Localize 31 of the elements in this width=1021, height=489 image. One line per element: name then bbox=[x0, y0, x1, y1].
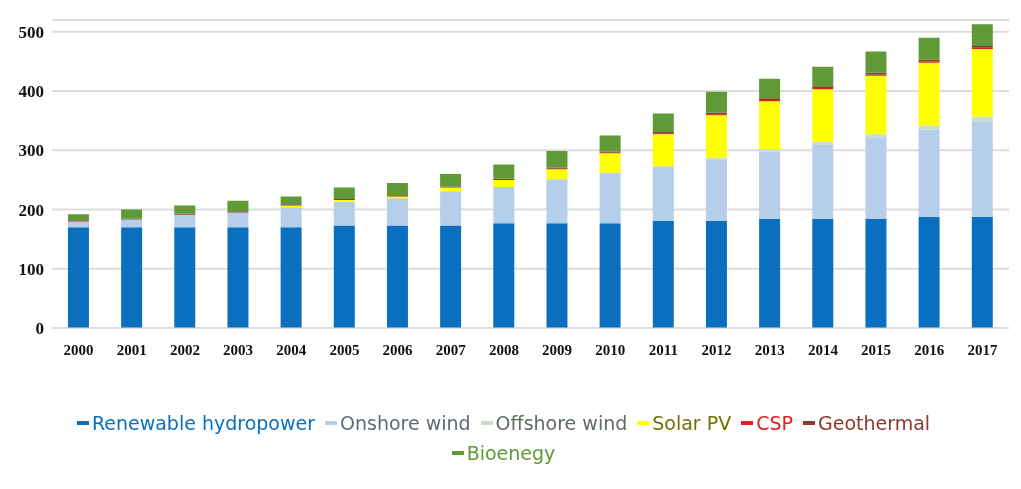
x-tick-label: 2014 bbox=[807, 341, 839, 358]
x-tick-label: 2006 bbox=[382, 341, 414, 358]
x-tick-label: 2017 bbox=[967, 341, 998, 358]
x-tick-label: 2011 bbox=[648, 341, 679, 358]
y-tick-label: 500 bbox=[18, 22, 44, 42]
x-tick-label: 2005 bbox=[329, 341, 360, 358]
legend-label: Offshore wind bbox=[495, 411, 628, 436]
y-tick-label: 300 bbox=[18, 141, 44, 161]
y-tick-label: 400 bbox=[18, 82, 44, 102]
y-tick-label: 200 bbox=[18, 200, 44, 220]
x-tick-label: 2016 bbox=[914, 341, 945, 358]
x-tick-label: 2004 bbox=[276, 341, 307, 358]
legend-label: CSP bbox=[756, 411, 793, 436]
x-tick-label: 2001 bbox=[116, 341, 147, 358]
legend-label: Solar PV bbox=[652, 411, 732, 436]
legend-label: Renewable hydropower bbox=[91, 411, 315, 436]
x-tick-label: 2000 bbox=[63, 341, 94, 358]
x-tick-label: 2002 bbox=[169, 341, 200, 358]
legend-label: Bioenegy bbox=[466, 441, 556, 466]
x-tick-label: 2015 bbox=[861, 341, 892, 358]
y-tick-label: 0 bbox=[35, 319, 44, 339]
x-tick-label: 2013 bbox=[754, 341, 785, 358]
x-tick-label: 2009 bbox=[542, 341, 573, 358]
legend-label: Onshore wind bbox=[340, 411, 471, 436]
x-tick-label: 2012 bbox=[701, 341, 732, 358]
x-tick-label: 2008 bbox=[488, 341, 519, 358]
legend-label: Geothermal bbox=[817, 411, 931, 436]
x-tick-label: 2003 bbox=[223, 341, 254, 358]
x-tick-label: 2007 bbox=[435, 341, 467, 358]
y-tick-label: 100 bbox=[18, 259, 44, 279]
x-tick-label: 2010 bbox=[595, 341, 626, 358]
